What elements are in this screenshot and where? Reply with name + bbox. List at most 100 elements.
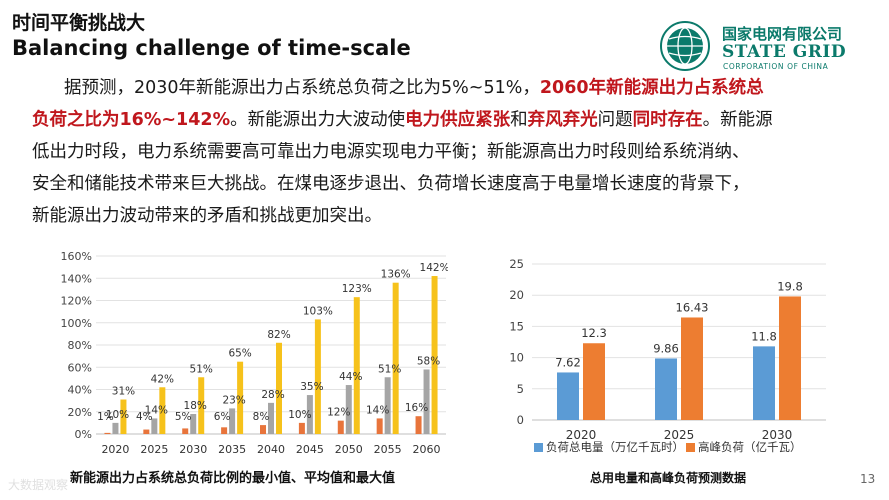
data-label: 136% <box>381 269 411 281</box>
data-label: 7.62 <box>555 355 581 369</box>
bar <box>237 361 244 434</box>
y-tick-label: 140% <box>61 272 92 285</box>
bar <box>415 416 422 434</box>
data-label: 58% <box>417 355 440 367</box>
paragraph-text: 和 <box>510 110 528 130</box>
x-tick-label: 2040 <box>257 443 285 456</box>
bar <box>104 432 111 434</box>
forecast-paragraph: 据预测，2030年新能源出力占系统总负荷之比为5%~51%，2060年新能源出力… <box>32 72 868 232</box>
x-tick-label: 2030 <box>762 428 793 442</box>
bar <box>314 319 321 434</box>
data-label: 123% <box>342 283 372 295</box>
legend-label: 负荷总电量（万亿千瓦时） <box>546 440 684 454</box>
legend-swatch <box>686 443 695 452</box>
load-forecast-chart: 051015202520207.6212.320259.8616.4320301… <box>509 257 826 454</box>
y-tick-label: 25 <box>509 257 524 271</box>
data-label: 14% <box>145 404 168 416</box>
slide-title-english: Balancing challenge of time-scale <box>12 36 411 60</box>
renewable-share-chart-title: 新能源出力占系统总负荷比例的最小值、平均值和最大值 <box>70 471 396 486</box>
emphasis-text: 同时存在 <box>632 110 703 130</box>
data-label: 8% <box>253 411 270 423</box>
emphasis-text: 2060年新能源出力占系统总 <box>539 78 764 98</box>
data-label: 28% <box>261 389 284 401</box>
bar <box>268 402 274 434</box>
data-label: 103% <box>303 305 333 317</box>
data-label: 19.8 <box>777 279 803 293</box>
y-tick-label: 100% <box>61 317 92 330</box>
paragraph-text: 据预测，2030年新能源出力占系统总负荷之比为5%~51%， <box>64 78 540 98</box>
watermark: 大数据观察 <box>8 478 69 492</box>
logo-name-english: STATE GRID <box>722 42 847 62</box>
paragraph-text: 。新能源出力大波动使 <box>230 110 406 130</box>
x-tick-label: 2060 <box>413 443 441 456</box>
bar <box>229 408 236 434</box>
y-tick-label: 60% <box>68 361 92 374</box>
y-tick-label: 20 <box>509 288 524 302</box>
bar <box>159 387 166 434</box>
bar <box>337 420 344 434</box>
x-tick-label: 2020 <box>101 443 129 456</box>
bar <box>182 428 189 434</box>
bar <box>151 418 158 434</box>
data-label: 142% <box>420 262 448 274</box>
y-tick-label: 10 <box>509 351 524 365</box>
data-label: 4% <box>136 411 153 423</box>
data-label: 31% <box>112 386 135 398</box>
y-tick-label: 20% <box>68 406 92 419</box>
x-tick-label: 2055 <box>374 443 402 456</box>
y-tick-label: 120% <box>61 295 92 308</box>
renewable-share-chart: 0%20%40%60%80%100%120%140%160%20201%10%3… <box>61 250 448 456</box>
paragraph-text: 。新能源 <box>702 110 773 130</box>
data-label: 65% <box>228 348 251 360</box>
bar <box>583 343 605 420</box>
x-tick-label: 2050 <box>335 443 363 456</box>
page-number: 13 <box>860 472 876 486</box>
y-tick-label: 0 <box>517 413 524 427</box>
state-grid-logo: 国家电网有限公司 STATE GRID CORPORATION OF CHINA <box>656 18 884 74</box>
bar <box>221 427 228 434</box>
data-label: 51% <box>190 363 213 375</box>
x-tick-label: 2025 <box>664 428 695 442</box>
emphasis-text: 弃风弃光 <box>527 110 598 130</box>
x-tick-label: 2045 <box>296 443 324 456</box>
legend-swatch <box>534 443 543 452</box>
data-label: 44% <box>339 371 362 383</box>
data-label: 1% <box>97 411 114 423</box>
x-tick-label: 2020 <box>566 428 597 442</box>
data-label: 51% <box>378 363 401 375</box>
bar <box>120 399 127 434</box>
bar <box>260 425 266 434</box>
paragraph-line-4: 安全和储能技术带来巨大挑战。在煤电逐步退出、负荷增长速度高于电量增长速度的背景下… <box>32 174 750 194</box>
bar <box>276 342 282 434</box>
bar <box>345 385 352 434</box>
bar <box>190 413 197 434</box>
bar <box>753 346 775 420</box>
bar <box>112 422 119 434</box>
y-tick-label: 0% <box>75 428 92 441</box>
y-tick-label: 15 <box>509 319 524 333</box>
data-label: 12.3 <box>581 326 607 340</box>
emphasis-text: 电力供应紧张 <box>405 110 511 130</box>
bar <box>779 296 801 420</box>
bar <box>306 395 313 434</box>
logo-name-chinese: 国家电网有限公司 <box>722 25 843 43</box>
bar <box>143 429 150 434</box>
x-tick-label: 2030 <box>179 443 207 456</box>
data-label: 23% <box>222 394 245 406</box>
data-label: 9.86 <box>653 341 679 355</box>
paragraph-line-1: 据预测，2030年新能源出力占系统总负荷之比为5%~51%，2060年新能源出力… <box>32 72 868 104</box>
bar <box>557 372 579 420</box>
bar <box>376 418 383 434</box>
data-label: 16% <box>405 402 428 414</box>
y-tick-label: 80% <box>68 339 92 352</box>
bar <box>353 297 360 434</box>
data-label: 12% <box>327 407 350 419</box>
state-grid-globe-icon <box>660 21 710 71</box>
load-forecast-chart-title: 总用电量和高峰负荷预测数据 <box>590 471 747 485</box>
data-label: 5% <box>175 411 192 423</box>
data-label: 35% <box>300 381 323 393</box>
bar <box>681 317 703 420</box>
x-tick-label: 2025 <box>140 443 168 456</box>
bar <box>384 377 391 434</box>
x-tick-label: 2035 <box>218 443 246 456</box>
